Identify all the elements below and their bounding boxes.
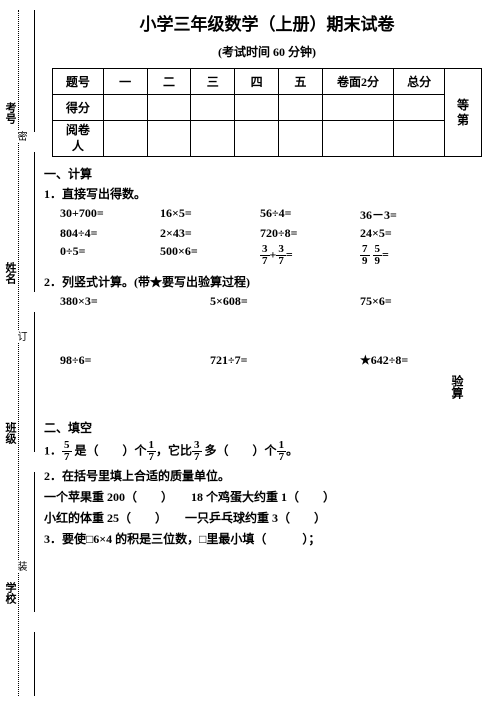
fraction: 37 xyxy=(276,244,286,267)
side-mark: 装 xyxy=(13,560,28,572)
subsection-1-1: 1．直接写出得数。 xyxy=(44,185,490,202)
cell xyxy=(147,95,191,121)
cell xyxy=(278,121,322,157)
side-mark: 订 xyxy=(13,330,28,342)
question-2-2a: 一个苹果重 200（ ） 18 个鸡蛋大约重 1（ ） xyxy=(44,488,490,505)
solid-segment xyxy=(34,10,35,132)
fraction: 37 xyxy=(260,244,270,267)
exam-subtitle: (考试时间 60 分钟) xyxy=(44,43,490,60)
text: 多（ ）个 xyxy=(202,443,277,457)
solid-segment xyxy=(34,632,35,696)
row-label: 得分 xyxy=(53,95,104,121)
cell xyxy=(191,95,235,121)
th: 等 第 xyxy=(445,69,482,157)
eq: 16×5= xyxy=(160,206,260,223)
calc-row: 380×3= 5×608= 75×6= xyxy=(60,294,490,309)
eq: 24×5= xyxy=(360,226,460,241)
cell xyxy=(147,121,191,157)
th: 一 xyxy=(103,69,147,95)
section-1-heading: 一、计算 xyxy=(44,165,490,182)
eq: 2×43= xyxy=(160,226,260,241)
cell xyxy=(322,95,394,121)
side-label: 姓名 xyxy=(2,260,18,286)
side-mark: 密 xyxy=(13,130,28,142)
th: 总分 xyxy=(394,69,445,95)
cell xyxy=(191,121,235,157)
workspace xyxy=(44,340,490,350)
eq: 380×3= xyxy=(60,294,210,309)
question-2-2b: 小红的体重 25（ ） 一只乒乓球约重 3（ ） xyxy=(44,509,490,526)
workspace: 验算 xyxy=(44,371,490,415)
verify-label: 验算 xyxy=(449,375,466,399)
dotted-fold-line xyxy=(18,10,19,696)
cell xyxy=(322,121,394,157)
eq: 98÷6= xyxy=(60,353,210,368)
text: 。 xyxy=(286,443,298,457)
th: 三 xyxy=(191,69,235,95)
eq: 5×608= xyxy=(210,294,360,309)
subsection-1-2: 2．列竖式计算。(带★要写出验算过程) xyxy=(44,273,490,290)
cell xyxy=(103,121,147,157)
fraction: 17 xyxy=(147,440,157,463)
score-table: 题号 一 二 三 四 五 卷面2分 总分 等 第 得分 阅卷 人 xyxy=(52,68,482,157)
side-label: 学校 xyxy=(2,580,18,606)
calc-row: 0÷5= 500×6= 37+37= 79 59= xyxy=(60,244,490,267)
cell xyxy=(278,95,322,121)
cell xyxy=(235,121,279,157)
eq: 37+37= xyxy=(260,244,360,267)
question-2-2: 2．在括号里填上合适的质量单位。 xyxy=(44,467,490,484)
exam-title: 小学三年级数学（上册）期末试卷 xyxy=(44,10,490,35)
fraction: 79 xyxy=(360,244,370,267)
page-content: 小学三年级数学（上册）期末试卷 (考试时间 60 分钟) 题号 一 二 三 四 … xyxy=(44,10,490,551)
fraction: 37 xyxy=(192,440,202,463)
fraction: 17 xyxy=(277,440,287,463)
cell xyxy=(235,95,279,121)
th: 二 xyxy=(147,69,191,95)
eq: 720÷8= xyxy=(260,226,360,241)
text: ，它比 xyxy=(156,443,192,457)
th: 题号 xyxy=(53,69,104,95)
eq: 721÷7= xyxy=(210,353,360,368)
row-label: 阅卷 人 xyxy=(53,121,104,157)
solid-segment xyxy=(34,152,35,292)
eq: 30+700= xyxy=(60,206,160,223)
question-2-3: 3．要使□6×4 的积是三位数，□里最小填（ ）； xyxy=(44,530,490,547)
eq: 75×6= xyxy=(360,294,392,309)
eq: 56÷4= xyxy=(260,206,360,223)
eq: 500×6= xyxy=(160,244,260,267)
eq: 804÷4= xyxy=(60,226,160,241)
th: 四 xyxy=(235,69,279,95)
calc-row: 30+700= 16×5= 56÷4= 36－3= xyxy=(60,206,490,223)
calc-row: 804÷4= 2×43= 720÷8= 24×5= xyxy=(60,226,490,241)
eq: 79 59= xyxy=(360,244,460,267)
cell xyxy=(394,121,445,157)
fraction: 59 xyxy=(373,244,383,267)
th: 卷面2分 xyxy=(322,69,394,95)
solid-segment xyxy=(34,472,35,612)
th: 五 xyxy=(278,69,322,95)
cell xyxy=(394,95,445,121)
eq: 0÷5= xyxy=(60,244,160,267)
fraction: 57 xyxy=(62,440,72,463)
eq: 36－3= xyxy=(360,206,460,223)
question-2-1: 1．57 是（ ）个17，它比37 多（ ）个17。 xyxy=(44,440,490,463)
calc-row: 98÷6= 721÷7= ★642÷8= xyxy=(60,353,490,368)
eq: ★642÷8= xyxy=(360,353,408,368)
text: 是（ ）个 xyxy=(72,443,147,457)
side-label: 班级 xyxy=(2,420,18,446)
side-label: 考号 xyxy=(2,100,18,126)
section-2-heading: 二、填空 xyxy=(44,419,490,436)
cell xyxy=(103,95,147,121)
workspace xyxy=(44,312,490,340)
solid-segment xyxy=(34,312,35,452)
sidebar-margin: 考号 姓名 班级 学校 密 订 装 xyxy=(0,0,36,706)
